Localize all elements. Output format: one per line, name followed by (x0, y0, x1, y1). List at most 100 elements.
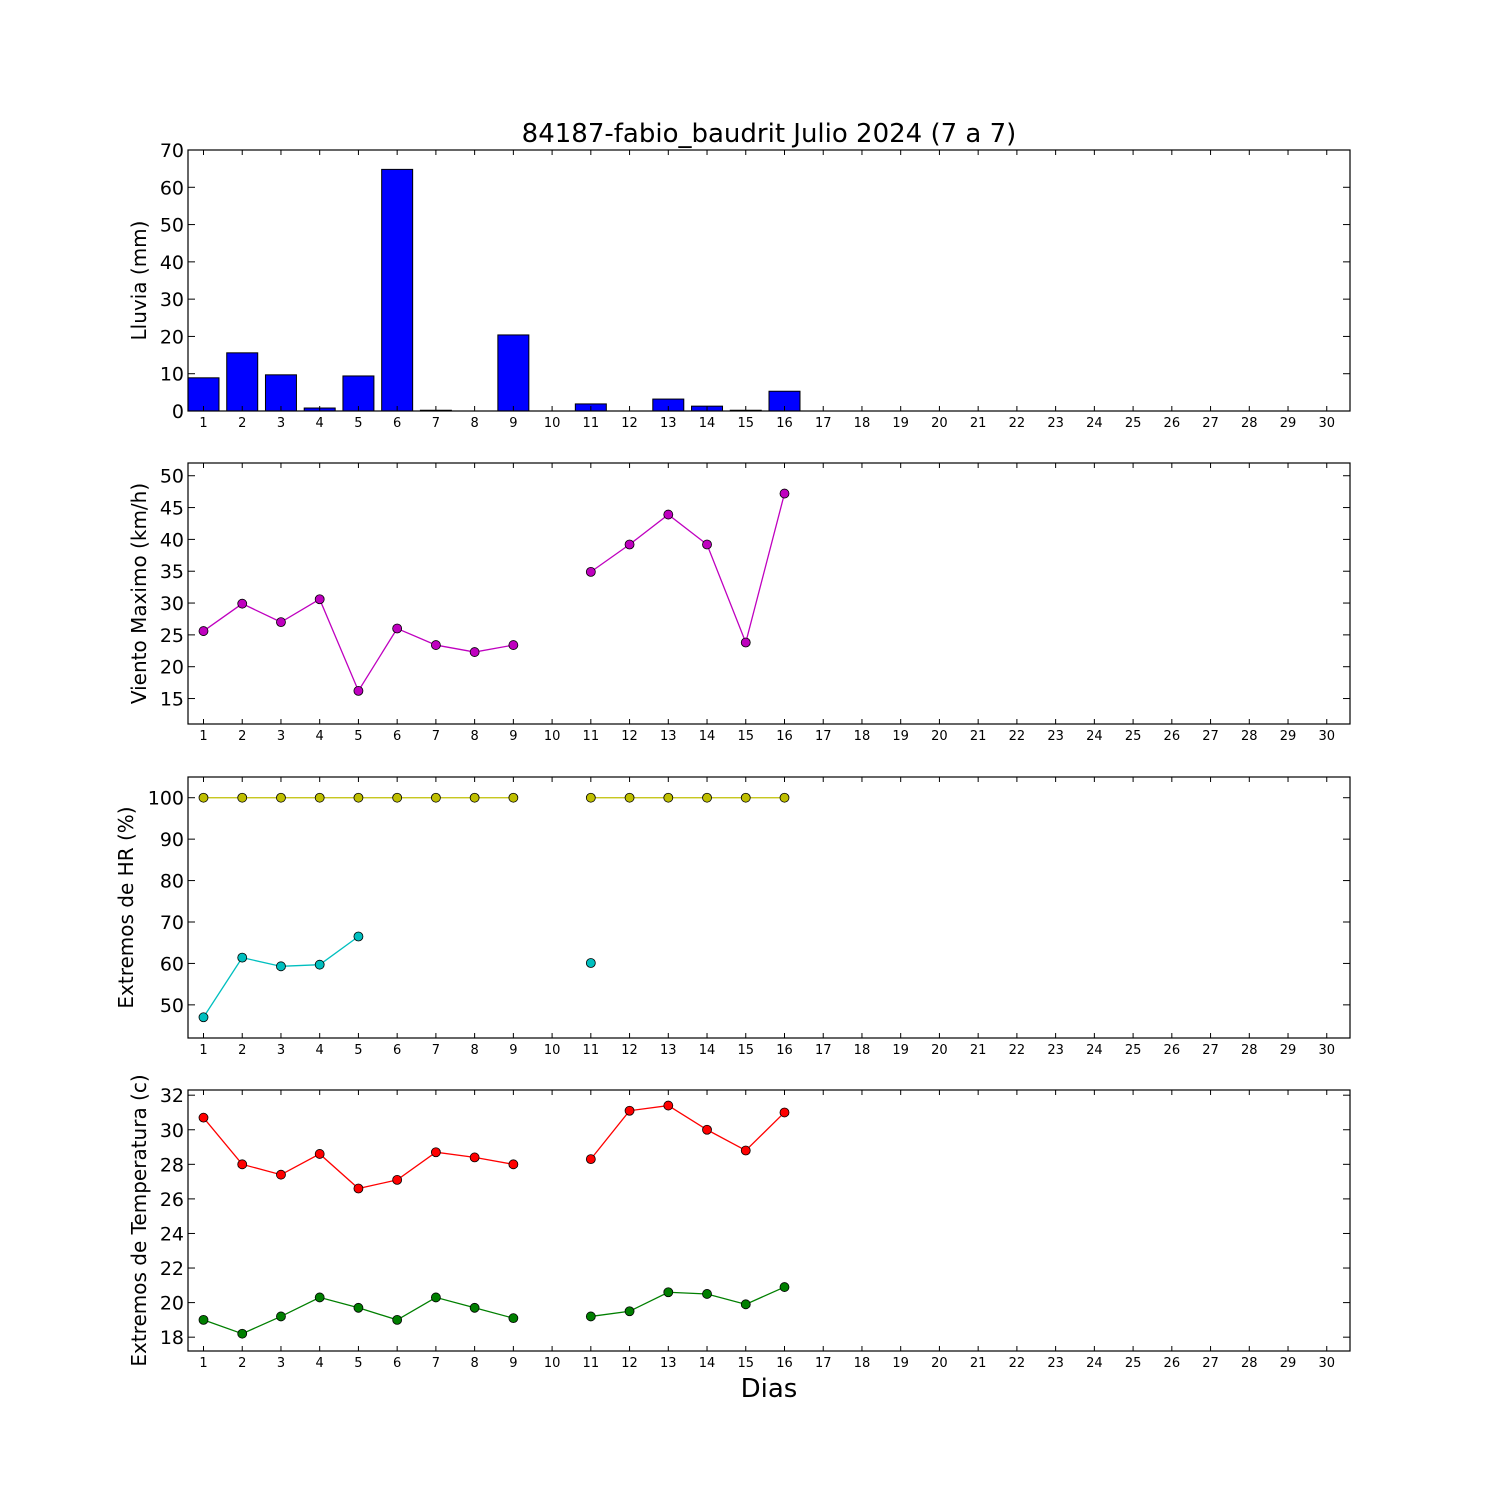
y-tick-label: 15 (160, 689, 184, 711)
x-tick-label: 3 (277, 1043, 285, 1058)
series-1-point-day-2 (237, 1159, 248, 1170)
x-tick-label: 1 (199, 416, 207, 431)
panel-1: 1 2 3 4 5 6 7 8 9 10 11 12 13 14 15 16 17 18 19 20 21 22 23 24 2… (127, 140, 1351, 431)
series-1-point-day-11 (585, 792, 596, 803)
x-tick-label: 17 (815, 1356, 832, 1371)
x-tick-label: 6 (393, 1043, 401, 1058)
y-tick-label: 10 (160, 364, 184, 386)
series-1-point-day-15 (740, 1145, 751, 1156)
y-tick-label: 50 (160, 215, 184, 237)
x-tick-label: 27 (1202, 729, 1219, 744)
x-tick-label: 14 (699, 729, 716, 744)
panel-frame (187, 1089, 1351, 1352)
series-1-point-day-4 (314, 1149, 325, 1159)
series-2-line (590, 1286, 785, 1318)
x-tick-label: 19 (892, 1043, 909, 1058)
y-tick-label: 90 (160, 829, 184, 851)
x-tick-label: 4 (316, 1043, 324, 1058)
x-tick-label: 18 (854, 416, 871, 431)
y-tick-label: 35 (160, 561, 184, 583)
x-tick-label: 5 (354, 729, 362, 744)
series-1-point-day-16 (779, 792, 790, 803)
y-axis-label: Extremos de HR (%) (114, 806, 138, 1008)
series-1-point-day-14 (702, 539, 712, 550)
series-1-point-day-7 (430, 792, 441, 803)
series-1-point-day-15 (740, 637, 751, 648)
series-1-point-day-11 (585, 566, 596, 577)
y-axis-label: Lluvia (mm) (127, 221, 151, 341)
y-tick-label: 45 (160, 498, 184, 520)
series-2-point-day-3 (276, 961, 286, 972)
x-tick-label: 12 (621, 729, 638, 744)
series-1-point-day-2 (237, 598, 248, 609)
rain-bar-day-5 (342, 375, 375, 412)
series-1-point-day-14 (702, 1124, 712, 1135)
x-tick-label: 7 (432, 416, 440, 431)
x-tick-label: 10 (544, 1043, 561, 1058)
x-tick-label: 19 (892, 729, 909, 744)
x-tick-label: 28 (1241, 729, 1258, 744)
series-1-point-day-6 (392, 1174, 403, 1185)
x-tick-label: 2 (238, 729, 246, 744)
x-tick-label: 26 (1164, 1356, 1181, 1371)
x-tick-label: 23 (1047, 1356, 1064, 1371)
x-tick-label: 10 (544, 1356, 561, 1371)
series-2-point-day-12 (624, 1306, 635, 1317)
x-tick-label: 18 (854, 1043, 871, 1058)
y-tick-label: 30 (160, 1120, 184, 1142)
x-tick-label: 17 (815, 416, 832, 431)
x-tick-label: 13 (660, 416, 677, 431)
series-1-line (590, 493, 786, 645)
x-tick-label: 16 (776, 1043, 793, 1058)
series-2-point-day-4 (314, 959, 325, 970)
series-2-point-day-11 (585, 1311, 596, 1322)
x-tick-label: 11 (583, 416, 600, 431)
series-1-point-day-3 (276, 792, 286, 803)
series-1-point-day-14 (702, 792, 712, 803)
y-tick-label: 30 (160, 289, 184, 311)
series-1-point-day-6 (392, 623, 403, 634)
y-tick-label: 26 (160, 1189, 184, 1211)
x-tick-label: 24 (1086, 416, 1103, 431)
x-tick-label: 29 (1280, 729, 1297, 744)
series-1-point-day-1 (198, 1112, 209, 1123)
series-1-point-day-12 (624, 792, 635, 803)
y-tick-label: 60 (160, 953, 184, 975)
x-tick-label: 20 (931, 729, 948, 744)
series-1-point-day-16 (779, 488, 790, 499)
y-axis-label: Extremos de Temperatura (c) (127, 1074, 151, 1366)
x-tick-label: 2 (238, 1356, 246, 1371)
x-tick-label: 1 (199, 729, 207, 744)
series-1-point-day-6 (392, 792, 403, 803)
series-2-line (203, 1296, 514, 1335)
x-tick-label: 1 (199, 1043, 207, 1058)
series-1-point-day-7 (430, 640, 441, 650)
x-tick-label: 14 (699, 416, 716, 431)
x-tick-label: 11 (583, 1043, 600, 1058)
x-tick-label: 15 (737, 1356, 754, 1371)
x-tick-label: 23 (1047, 729, 1064, 744)
y-tick-label: 30 (160, 593, 184, 615)
x-axis-label: Dias (741, 1374, 798, 1404)
series-1-point-day-3 (276, 1169, 286, 1180)
rain-bar-day-6 (381, 168, 414, 412)
x-tick-label: 19 (892, 416, 909, 431)
series-1-point-day-9 (508, 792, 519, 803)
x-tick-label: 17 (815, 729, 832, 744)
series-1-point-day-13 (663, 792, 674, 803)
series-1-point-day-5 (353, 792, 364, 803)
x-tick-label: 19 (892, 1356, 909, 1371)
x-tick-label: 30 (1318, 1043, 1335, 1058)
x-tick-label: 18 (854, 1356, 871, 1371)
x-tick-label: 25 (1125, 729, 1142, 744)
series-2-point-day-9 (508, 1313, 519, 1324)
x-tick-label: 12 (621, 1043, 638, 1058)
series-1-point-day-9 (508, 1159, 519, 1170)
x-tick-label: 24 (1086, 1043, 1103, 1058)
x-tick-label: 12 (621, 1356, 638, 1371)
x-tick-label: 22 (1009, 416, 1026, 431)
series-1-point-day-15 (740, 792, 751, 803)
series-1-point-day-13 (663, 509, 674, 520)
x-tick-label: 22 (1009, 1356, 1026, 1371)
panel-2: 1 2 3 4 5 6 7 8 9 10 11 12 13 14 15 16 17 18 19 20 21 22 23 24 2… (127, 462, 1351, 744)
